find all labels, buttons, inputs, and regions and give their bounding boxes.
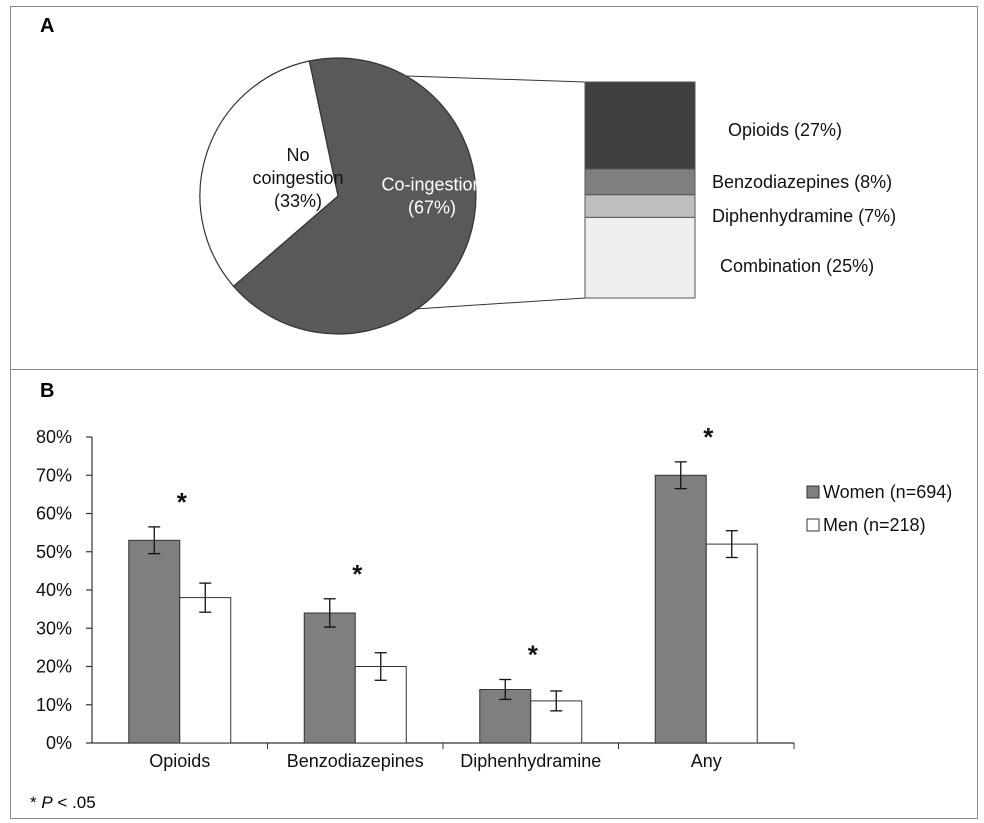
pie-label-0-line-2: (33%) xyxy=(274,191,322,211)
y-tick-label-3: 30% xyxy=(36,618,72,638)
pie-label-0-line-1: coingestion xyxy=(252,168,343,188)
bar-1-0 xyxy=(179,597,232,744)
bar-1-3 xyxy=(705,543,758,744)
x-tick-label-2: Diphenhydramine xyxy=(460,751,601,771)
stack-segment-2 xyxy=(584,194,696,218)
y-tick-label-0: 0% xyxy=(46,733,72,753)
legend-label-1: Men (n=218) xyxy=(823,515,926,535)
x-tick-label-1: Benzodiazepines xyxy=(287,751,424,771)
y-tick-label-1: 10% xyxy=(36,695,72,715)
footnote-condition: < .05 xyxy=(53,793,96,812)
significance-marker-2: * xyxy=(528,640,539,670)
pie-label-1-line-0: Co-ingestion xyxy=(381,175,482,195)
bar-0-3 xyxy=(654,474,707,744)
zoom-line-top xyxy=(406,75,586,83)
legend: Women (n=694) Men (n=218) xyxy=(806,482,952,535)
panel-b-label: B xyxy=(40,380,54,402)
bar-0-0 xyxy=(128,539,181,744)
significance-marker-3: * xyxy=(703,422,714,452)
pie-slice-0 xyxy=(199,60,339,288)
x-tick-label-0: Opioids xyxy=(149,751,210,771)
footnote-p: P xyxy=(41,793,53,812)
zoom-line-bottom xyxy=(414,297,586,310)
y-tick-label-8: 80% xyxy=(36,427,72,447)
panel-a-label: A xyxy=(40,15,54,37)
pie-slice-1 xyxy=(232,57,477,335)
y-tick-label-5: 50% xyxy=(36,542,72,562)
stack-label-1: Benzodiazepines (8%) xyxy=(712,172,892,192)
legend-swatch-1 xyxy=(806,518,820,532)
y-tick-label-7: 70% xyxy=(36,465,72,485)
legend-swatch-0 xyxy=(806,485,820,499)
stack-segment-0 xyxy=(584,81,696,170)
pie-label-0-line-0: No xyxy=(286,145,309,165)
footnote: * P < .05 xyxy=(30,793,96,812)
pie-chart: No coingestion (33%) Co-ingestion (67%) xyxy=(199,57,483,335)
panel-a-frame xyxy=(10,6,978,370)
stack-label-3: Combination (25%) xyxy=(720,256,874,276)
y-tick-label-2: 20% xyxy=(36,657,72,677)
stack-label-2: Diphenhydramine (7%) xyxy=(712,206,896,226)
y-tick-label-6: 60% xyxy=(36,504,72,524)
stack-label-0: Opioids (27%) xyxy=(728,120,842,140)
bar-0-1 xyxy=(303,612,356,744)
stack-segment-3 xyxy=(584,216,696,299)
footnote-marker: * xyxy=(30,793,41,812)
legend-label-0: Women (n=694) xyxy=(823,482,952,502)
breakdown-stack: Opioids (27%) Benzodiazepines (8%) Diphenh… xyxy=(584,81,896,299)
zoom-lines xyxy=(406,75,586,310)
significance-marker-1: * xyxy=(352,559,363,589)
stack-segment-1 xyxy=(584,168,696,196)
pie-label-1-line-1: (67%) xyxy=(408,198,456,218)
significance-marker-0: * xyxy=(177,487,188,517)
bar-chart: * * * * xyxy=(128,422,758,744)
x-tick-label-3: Any xyxy=(691,751,722,771)
y-tick-label-4: 40% xyxy=(36,580,72,600)
